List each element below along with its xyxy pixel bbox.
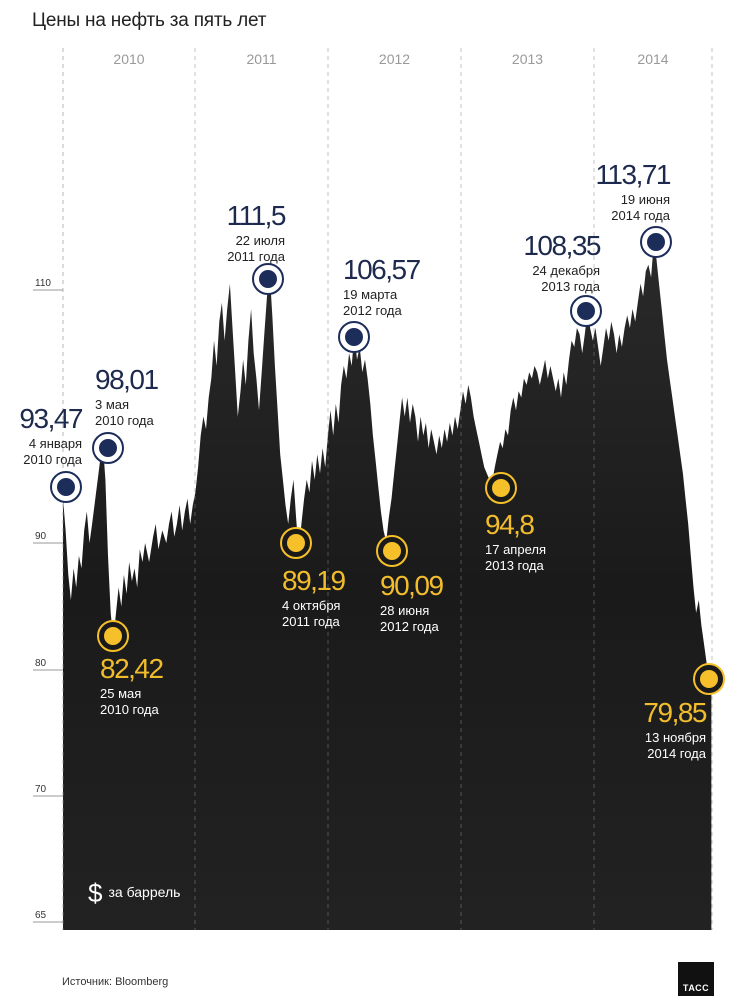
marker-dot	[57, 478, 75, 496]
tass-logo: ТАСС	[678, 962, 714, 996]
annotation-date: 28 июня	[380, 603, 429, 618]
annotation-date: 2010 года	[23, 452, 83, 467]
annotation-date: 2012 года	[343, 303, 403, 318]
annotation-date: 13 ноября	[645, 730, 706, 745]
annotation-value: 93,47	[19, 403, 82, 434]
unit-label: $ за баррель	[88, 878, 180, 909]
source-note: Источник: Bloomberg	[62, 976, 169, 988]
y-tick-label: 70	[35, 784, 47, 795]
marker-dot	[647, 233, 665, 251]
annotation-value: 113,71	[595, 159, 670, 190]
y-tick-label: 110	[35, 278, 51, 289]
oil-price-area	[63, 243, 712, 931]
annotation-value: 98,01	[95, 364, 158, 395]
marker-dot	[492, 479, 510, 497]
annotation-date: 4 января	[29, 436, 82, 451]
y-tick-label: 80	[35, 658, 47, 669]
annotation-value: 111,5	[227, 200, 286, 231]
annotation-date: 17 апреля	[485, 542, 546, 557]
annotation-value: 82,42	[100, 653, 163, 684]
annotation-date: 2013 года	[541, 279, 601, 294]
unit-text: за баррель	[108, 884, 181, 901]
annotation-date: 3 мая	[95, 397, 129, 412]
year-label: 2011	[246, 51, 276, 67]
annotation-value: 90,09	[380, 570, 443, 601]
annotation-date: 22 июля	[236, 233, 285, 248]
marker-dot	[577, 302, 595, 320]
marker-dot	[345, 328, 363, 346]
annotation-date: 2011 года	[227, 249, 286, 264]
annotation-date: 19 июня	[621, 192, 670, 207]
annotation-date: 2014 года	[611, 208, 671, 223]
annotation-date: 25 мая	[100, 686, 141, 701]
annotation-date: 4 октября	[282, 598, 340, 613]
annotation-date: 2010 года	[95, 413, 155, 428]
annotation-date: 2014 года	[647, 746, 707, 761]
annotation-date: 19 марта	[343, 287, 398, 302]
annotation-date: 2013 года	[485, 558, 545, 573]
y-tick-label: 90	[35, 531, 47, 542]
year-label: 2010	[113, 51, 144, 67]
annotation-value: 106,57	[343, 254, 421, 285]
year-label: 2014	[637, 51, 668, 67]
annotation-date: 2010 года	[100, 702, 160, 717]
annotation-value: 94,8	[485, 509, 534, 540]
marker-dot	[287, 534, 305, 552]
annotation-date: 24 декабря	[532, 263, 600, 278]
marker-dot	[383, 542, 401, 560]
annotation-value: 79,85	[643, 697, 706, 728]
year-label: 2013	[512, 51, 543, 67]
annotation-date: 2012 года	[380, 619, 440, 634]
annotation-value: 108,35	[523, 230, 601, 261]
chart-title: Цены на нефть за пять лет	[32, 10, 267, 31]
year-label: 2012	[379, 51, 410, 67]
annotation-date: 2011 года	[282, 614, 341, 629]
y-tick-label: 65	[35, 910, 47, 921]
annotation-value: 89,19	[282, 565, 345, 596]
marker-dot	[259, 270, 277, 288]
marker-dot	[104, 627, 122, 645]
dollar-icon: $	[88, 878, 103, 908]
marker-dot	[700, 670, 718, 688]
marker-dot	[99, 439, 117, 457]
